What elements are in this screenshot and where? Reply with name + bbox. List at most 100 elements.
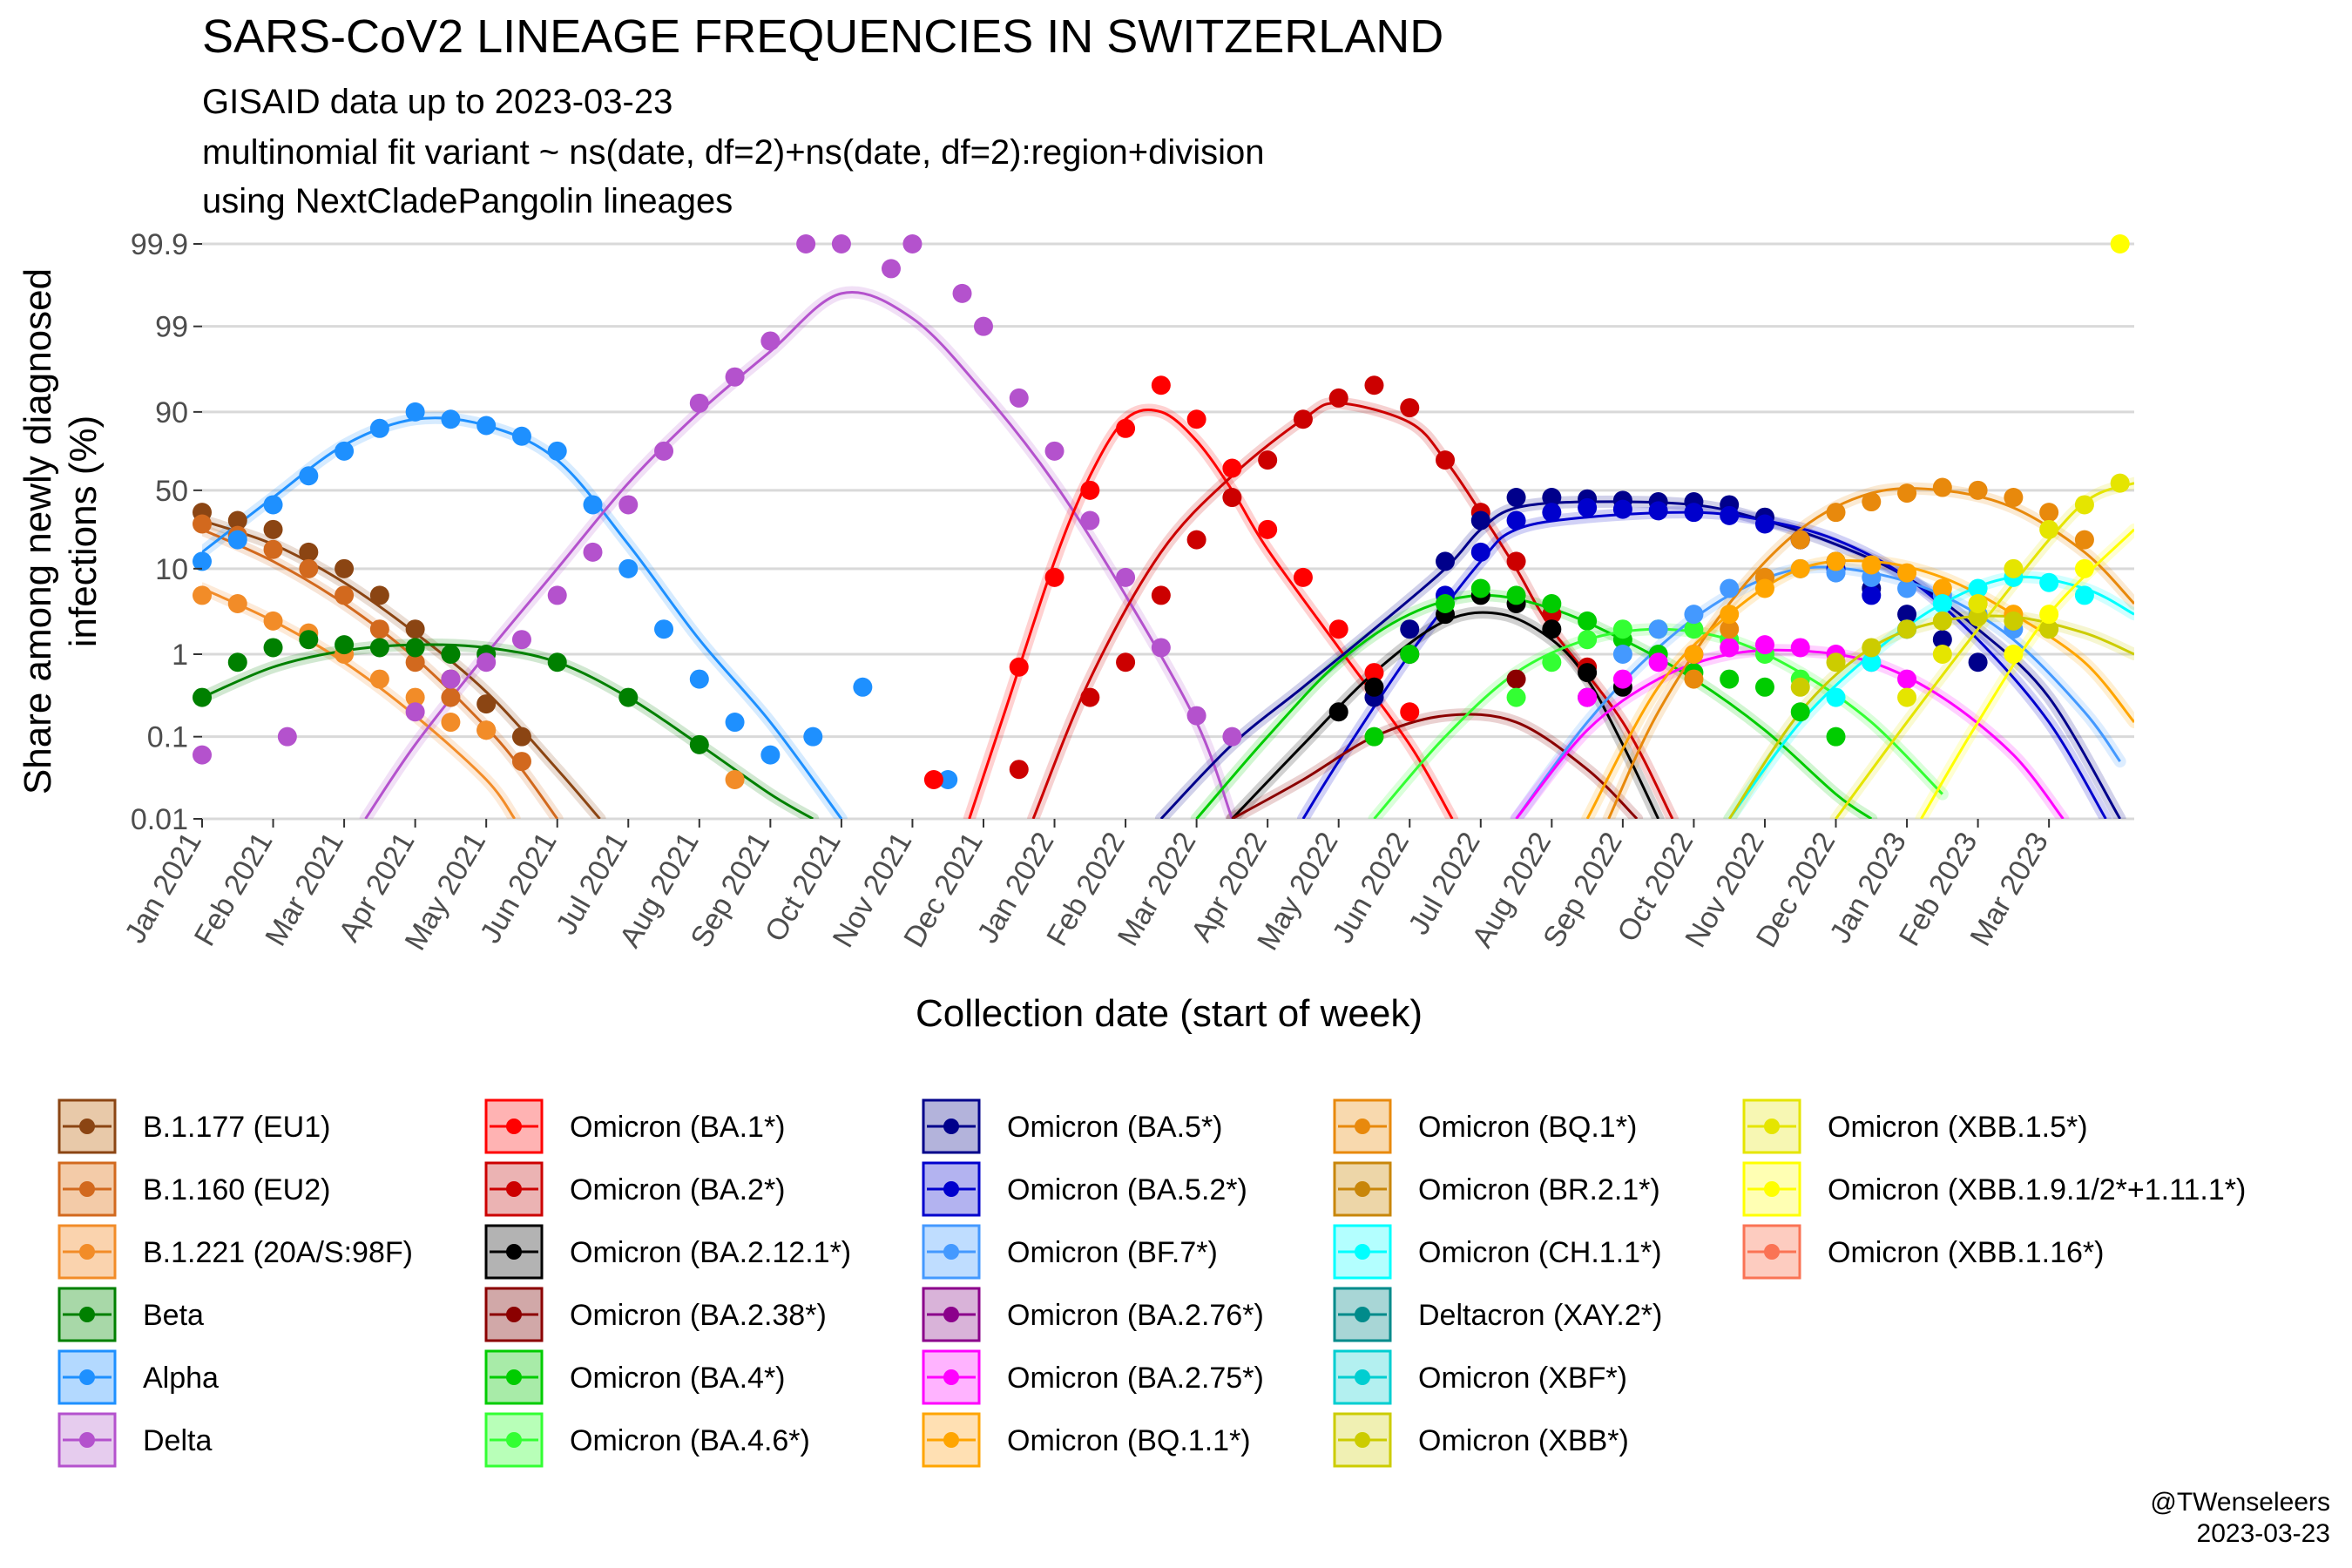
legend-key-dot — [943, 1369, 959, 1385]
point-omicron-ba-2-75 — [1897, 669, 1917, 689]
legend-key-dot — [506, 1244, 522, 1260]
fit-line-omicron-bf-7 — [1515, 565, 2121, 819]
point-omicron-ba-4 — [1826, 727, 1846, 747]
legend-key-dot — [79, 1369, 95, 1385]
point-omicron-xbb — [2004, 611, 2024, 631]
chart-subtitle-line-1: GISAID data up to 2023-03-23 — [202, 83, 672, 121]
point-omicron-ba-4 — [1400, 645, 1420, 665]
point-alpha — [405, 402, 425, 422]
point-omicron-bq-1-1 — [1826, 551, 1846, 571]
point-omicron-ba-2 — [1009, 760, 1029, 780]
point-beta — [689, 734, 709, 754]
legend-label: Omicron (BA.5.2*) — [1007, 1173, 1247, 1206]
point-omicron-ch-1-1 — [1932, 593, 1952, 613]
point-omicron-bq-1-1 — [1897, 563, 1917, 583]
point-beta — [369, 638, 389, 658]
legend-entry: Omicron (BR.2.1*) — [1333, 1161, 1660, 1217]
y-tick-label: 99 — [155, 311, 188, 344]
legend-key-dot — [943, 1244, 959, 1260]
legend-entry: Omicron (XBB.1.9.1/2*+1.11.1*) — [1742, 1161, 2246, 1217]
point-alpha — [263, 495, 283, 515]
point-omicron-ba-2-12-1 — [1328, 702, 1348, 722]
point-omicron-ch-1-1 — [2039, 572, 2059, 592]
y-axis-title-line-2: infections (%) — [62, 416, 105, 648]
legend-key-dot — [1764, 1119, 1780, 1134]
point-omicron-bq-1 — [2039, 503, 2059, 523]
point-delta — [193, 745, 212, 765]
fit-line-omicron-ba-2-12-1 — [1231, 611, 1660, 819]
legend-entry: Omicron (BF.7*) — [922, 1224, 1218, 1280]
point-omicron-ba-4 — [1470, 578, 1490, 598]
point-omicron-ba-2 — [1186, 530, 1206, 550]
legend-label: Omicron (BA.5*) — [1007, 1111, 1223, 1144]
legend-key-dot — [506, 1119, 522, 1134]
point-alpha — [725, 713, 745, 733]
legend-key-dot — [1355, 1432, 1370, 1448]
point-omicron-ba-2 — [1293, 409, 1313, 429]
legend-key-dot — [79, 1244, 95, 1260]
legend-label: Omicron (BR.2.1*) — [1418, 1173, 1660, 1206]
point-omicron-ba-5 — [1968, 652, 1988, 672]
point-omicron-ba-2-75 — [1754, 635, 1774, 655]
legend: B.1.177 (EU1) B.1.160 (EU2) B.1.221 (20A/S… — [57, 1098, 2246, 1468]
point-omicron-ba-2-75 — [1612, 669, 1632, 689]
point-omicron-bq-1-1 — [1684, 645, 1704, 665]
point-omicron-bf-7 — [1612, 645, 1632, 665]
legend-label: Omicron (XBF*) — [1418, 1362, 1627, 1395]
point-delta — [441, 669, 461, 689]
point-omicron-ba-5-2 — [1542, 503, 1562, 523]
legend-key-dot — [1355, 1244, 1370, 1260]
point-omicron-xbb-1-5 — [2074, 495, 2094, 515]
point-omicron-ba-4-6 — [1684, 619, 1704, 639]
point-delta — [511, 630, 531, 650]
legend-label: Omicron (CH.1.1*) — [1418, 1236, 1662, 1269]
legend-label: Omicron (BA.4*) — [570, 1362, 786, 1395]
point-alpha — [369, 418, 389, 438]
point-omicron-ba-2 — [1258, 450, 1278, 470]
legend-label: Alpha — [143, 1362, 219, 1395]
point-omicron-ba-1 — [1116, 418, 1136, 438]
legend-label: Omicron (BA.2.76*) — [1007, 1299, 1264, 1332]
legend-entry: Omicron (XBB*) — [1333, 1412, 1629, 1468]
point-omicron-bq-1 — [1897, 483, 1917, 504]
y-axis: 0.01 0.1 1 10 50 90 99 99.9 — [131, 228, 202, 836]
point-omicron-xbb-1-9-1-2-1-11-1 — [2004, 645, 2024, 665]
legend-entry: Omicron (XBB.1.5*) — [1742, 1098, 2088, 1154]
point-beta — [193, 687, 212, 707]
point-omicron-ba-2 — [1080, 687, 1100, 707]
y-tick-label: 0.01 — [131, 803, 188, 836]
point-b-1-221-20a-s-98f — [476, 720, 497, 740]
point-omicron-ba-2-12-1 — [1542, 619, 1562, 639]
point-omicron-ba-5-2 — [1684, 503, 1704, 523]
y-tick-label: 99.9 — [131, 228, 188, 261]
fit-line-omicron-ba-1 — [968, 408, 1454, 819]
legend-label: Omicron (BA.1*) — [570, 1111, 786, 1144]
point-omicron-ba-5-2 — [1754, 514, 1774, 534]
legend-label: Omicron (BA.4.6*) — [570, 1424, 810, 1457]
point-omicron-xbb — [1968, 607, 1988, 627]
point-alpha — [689, 669, 709, 689]
legend-key-dot — [943, 1432, 959, 1448]
fit-line-omicron-xbb — [1727, 614, 2134, 819]
point-b-1-221-20a-s-98f — [369, 669, 389, 689]
point-omicron-ch-1-1 — [1862, 652, 1882, 672]
point-omicron-xbb — [2039, 619, 2059, 639]
point-beta — [441, 645, 461, 665]
point-omicron-xbb — [1862, 638, 1882, 658]
point-alpha — [441, 409, 461, 429]
point-omicron-ba-1 — [1080, 480, 1100, 500]
point-delta — [1151, 638, 1171, 658]
point-delta — [881, 259, 901, 279]
point-omicron-ba-4 — [1720, 669, 1740, 689]
point-alpha — [938, 770, 958, 790]
point-omicron-xbb — [1932, 611, 1952, 631]
point-omicron-ba-5-2 — [1612, 499, 1632, 519]
point-omicron-ba-1 — [1364, 663, 1384, 683]
legend-label: B.1.177 (EU1) — [143, 1111, 330, 1144]
point-omicron-ba-1 — [1222, 458, 1242, 478]
point-b-1-160-eu2 — [511, 752, 531, 772]
point-b-1-221-20a-s-98f — [263, 611, 283, 631]
legend-entry: B.1.177 (EU1) — [57, 1098, 330, 1154]
